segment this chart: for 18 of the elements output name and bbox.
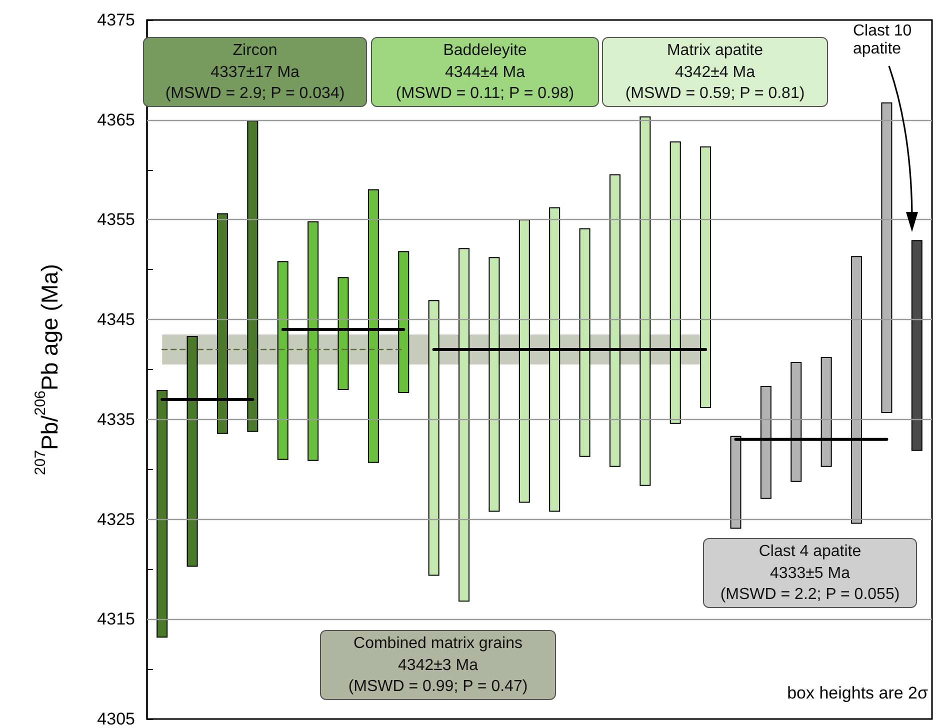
annotation: Clast 10 apatite bbox=[853, 22, 912, 58]
y-tick-label: 4375 bbox=[97, 10, 135, 30]
text-box: Baddeleyite 4344±4 Ma (MSWD = 0.11; P = 0.98) bbox=[371, 37, 599, 107]
text-box: Zircon 4337±17 Ma (MSWD = 2.9; P = 0.034) bbox=[143, 37, 367, 107]
y-tick-label: 4315 bbox=[97, 610, 135, 629]
text-box: Combined matrix grains 4342±3 Ma (MSWD = 0.99; P = 0.47) bbox=[320, 630, 556, 700]
text-box: Matrix apatite 4342±4 Ma (MSWD = 0.59; P = 0.81) bbox=[602, 37, 828, 107]
bar bbox=[881, 102, 892, 413]
annotation: box heights are 2σ bbox=[787, 684, 929, 702]
y-tick-label: 4365 bbox=[97, 110, 135, 130]
y-tick-label: 4345 bbox=[97, 310, 135, 330]
y-tick-label: 4335 bbox=[97, 410, 135, 429]
y-tick-label: 4325 bbox=[97, 510, 135, 529]
y-tick-label: 4305 bbox=[97, 710, 135, 728]
text-box: Clast 4 apatite 4333±5 Ma (MSWD = 2.2; P = 0.055) bbox=[703, 538, 917, 608]
y-tick-label: 4355 bbox=[97, 210, 135, 230]
y-axis-title: 207Pb/206Pb age (Ma) bbox=[32, 264, 62, 476]
bar bbox=[911, 240, 922, 451]
